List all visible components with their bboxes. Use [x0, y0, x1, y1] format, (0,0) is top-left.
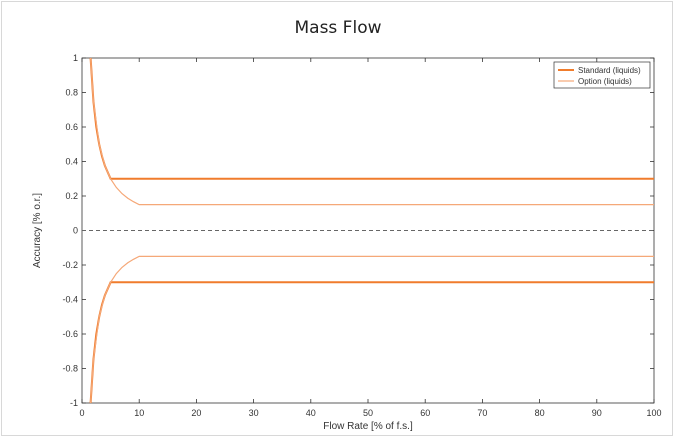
legend-label: Option (liquids)	[578, 77, 632, 86]
ticks: 0 10 20 30 40 50 60 70 80 90 100-1-0.8-0.6-0.4-0.2…	[62, 53, 661, 418]
y-tick-label: 0.6	[65, 122, 78, 132]
y-tick-label: 0.4	[65, 157, 78, 167]
y-tick-label: 0.2	[65, 191, 78, 201]
x-tick-label: 80	[535, 408, 545, 418]
y-tick-label: 0.8	[65, 88, 78, 98]
series-group	[89, 57, 654, 404]
legend: Standard (liquids) Option (liquids)	[553, 61, 651, 89]
x-tick-label: 0	[79, 408, 84, 418]
y-axis-label: Accuracy [% o.r.]	[32, 193, 43, 268]
y-tick-label: -0.4	[62, 295, 78, 305]
y-tick-label: -0.6	[62, 329, 78, 339]
x-tick-label: 50	[363, 408, 373, 418]
x-tick-label: 20	[191, 408, 201, 418]
legend-label: Standard (liquids)	[578, 66, 641, 75]
series-line-option-lower	[90, 255, 654, 404]
x-tick-label: 90	[592, 408, 602, 418]
y-tick-label: 1	[73, 53, 78, 63]
y-tick-label: -0.8	[62, 364, 78, 374]
y-tick-label: 0	[73, 226, 78, 236]
y-tick-label: -0.2	[62, 260, 78, 270]
x-tick-label: 40	[306, 408, 316, 418]
chart-title: Mass Flow	[294, 18, 382, 38]
x-tick-label: 10	[134, 408, 144, 418]
y-tick-label: -1	[70, 398, 78, 408]
x-tick-label: 100	[646, 408, 661, 418]
x-tick-label: 30	[249, 408, 259, 418]
x-tick-label: 70	[477, 408, 487, 418]
x-axis-label: Flow Rate [% of f.s.]	[323, 421, 413, 432]
series-line-option-upper	[90, 57, 654, 206]
x-tick-label: 60	[420, 408, 430, 418]
legend-box	[553, 61, 651, 89]
